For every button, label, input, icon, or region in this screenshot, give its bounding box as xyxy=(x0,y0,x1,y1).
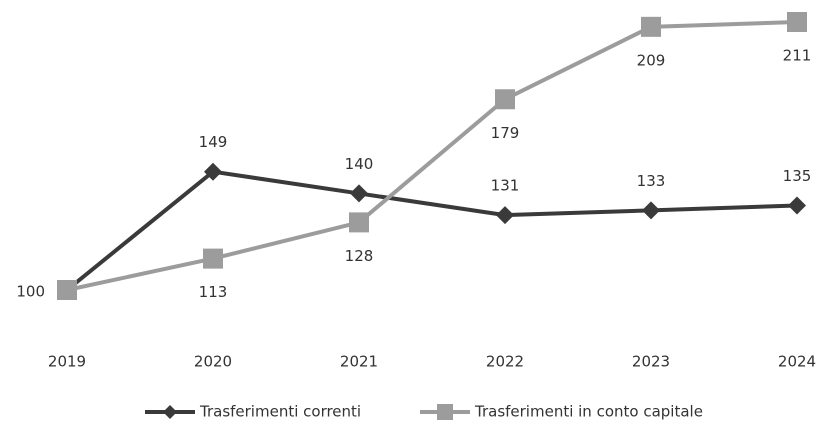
marker xyxy=(496,206,514,225)
marker xyxy=(788,196,806,215)
data-label: 133 xyxy=(637,172,666,190)
data-label: 135 xyxy=(783,167,812,185)
marker xyxy=(203,248,223,269)
x-tick-label: 2022 xyxy=(486,353,524,371)
marker xyxy=(642,201,660,220)
data-label: 100 xyxy=(16,283,45,301)
legend-marker xyxy=(163,405,177,419)
legend-label: Trasferimenti in conto capitale xyxy=(474,403,703,421)
x-tick-label: 2020 xyxy=(194,353,232,371)
data-label: 140 xyxy=(345,155,374,173)
data-label: 179 xyxy=(491,124,520,142)
marker xyxy=(495,89,515,110)
x-tick-label: 2024 xyxy=(778,353,816,371)
series-line xyxy=(65,169,798,292)
data-label: 211 xyxy=(783,47,812,65)
marker xyxy=(349,212,369,233)
marker xyxy=(350,184,368,203)
x-tick-label: 2021 xyxy=(340,353,378,371)
legend-marker xyxy=(437,404,453,420)
marker xyxy=(204,162,222,181)
marker xyxy=(787,12,807,32)
x-tick-label: 2019 xyxy=(48,353,86,371)
series-line xyxy=(66,20,798,292)
data-label: 149 xyxy=(199,133,228,151)
legend-label: Trasferimenti correnti xyxy=(199,403,361,421)
marker xyxy=(641,16,661,37)
x-tick-label: 2023 xyxy=(632,353,670,371)
data-label: 209 xyxy=(637,51,666,69)
data-label: 128 xyxy=(345,247,374,265)
data-label: 131 xyxy=(491,177,520,195)
data-label: 113 xyxy=(199,283,228,301)
marker xyxy=(57,280,77,300)
